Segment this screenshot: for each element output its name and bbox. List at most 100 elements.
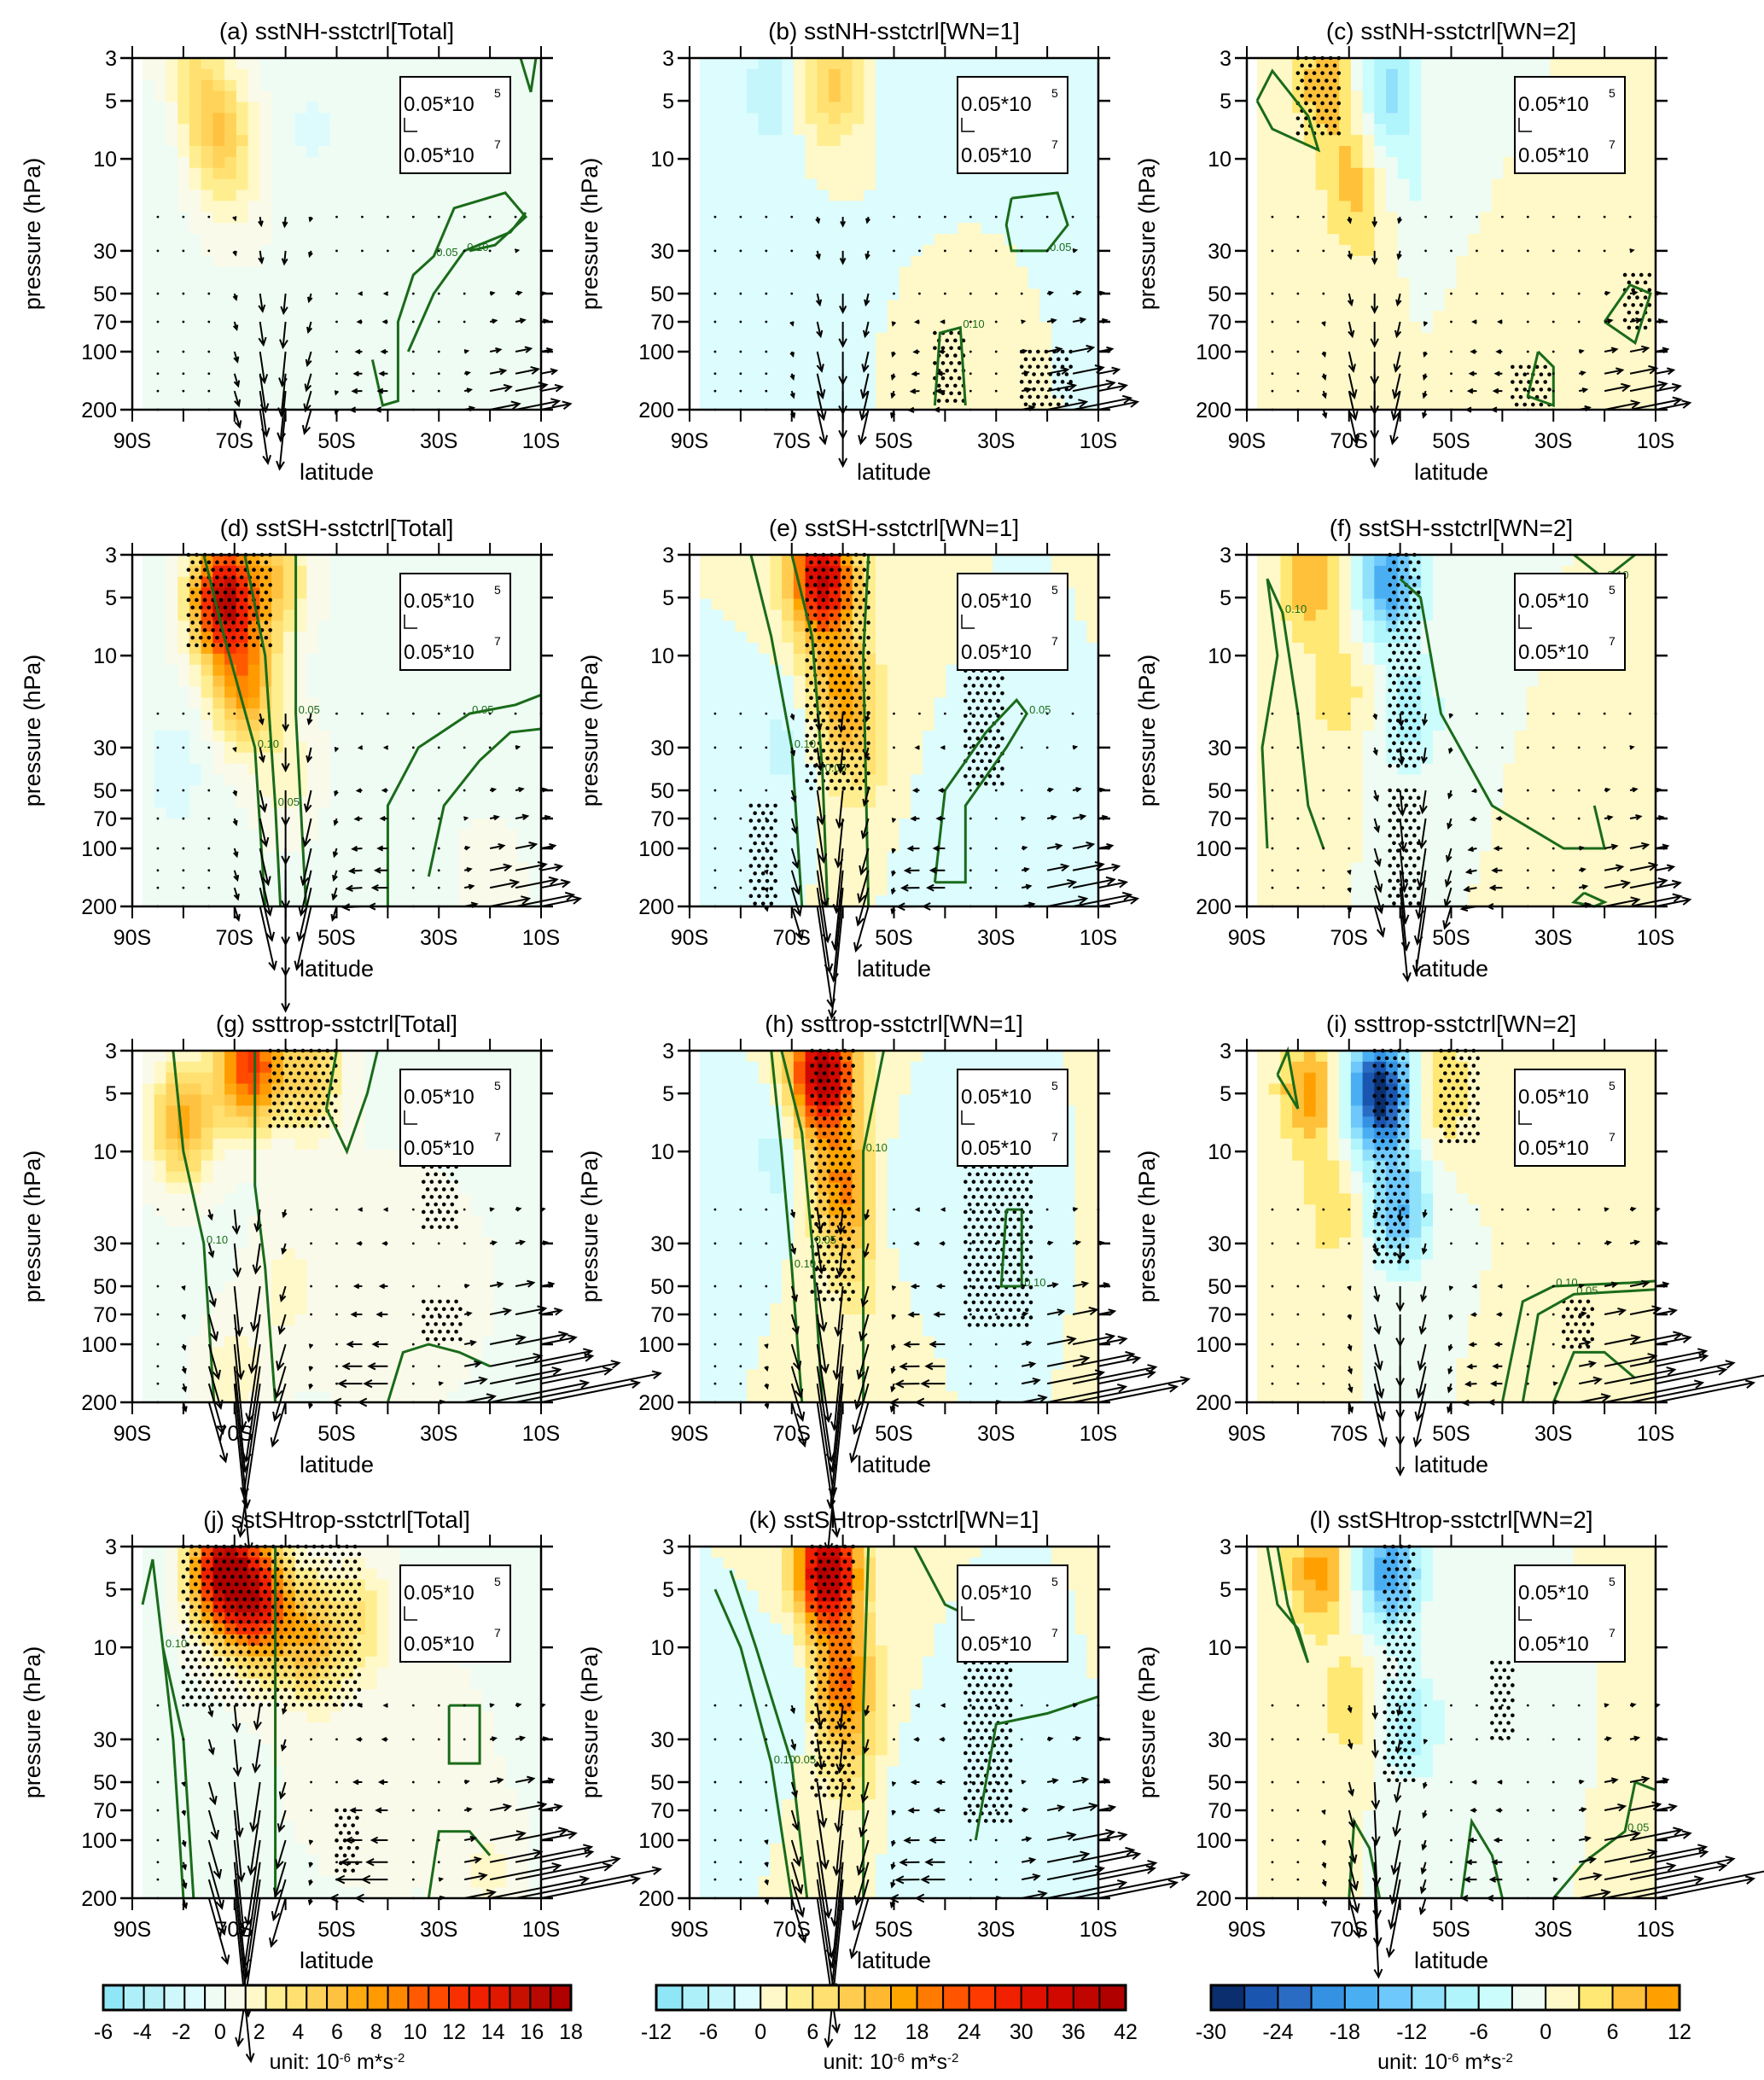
field-cell xyxy=(166,278,178,289)
field-cell xyxy=(759,190,771,201)
field-cell xyxy=(1075,223,1087,234)
field-cell xyxy=(1386,190,1398,201)
field-cell xyxy=(946,146,958,157)
field-cell xyxy=(306,366,318,377)
field-cell xyxy=(1374,267,1386,278)
field-cell xyxy=(353,256,365,267)
field-cell xyxy=(166,566,178,577)
field-cell xyxy=(412,223,424,234)
field-cell xyxy=(143,245,154,256)
field-cell xyxy=(1550,387,1562,399)
field-cell xyxy=(166,599,178,610)
field-cell xyxy=(1468,179,1480,190)
field-cell xyxy=(794,387,806,399)
field-cell xyxy=(993,58,1004,69)
field-cell xyxy=(1339,69,1351,80)
field-cell xyxy=(1004,300,1016,311)
field-cell xyxy=(1410,288,1422,300)
field-cell xyxy=(236,807,248,819)
stipple-dot xyxy=(1336,86,1341,90)
field-cell xyxy=(1597,333,1609,344)
field-cell xyxy=(1456,102,1468,114)
field-cell xyxy=(178,179,189,190)
field-cell xyxy=(1433,387,1445,399)
field-cell xyxy=(1351,135,1363,146)
field-cell xyxy=(817,201,829,212)
field-cell xyxy=(166,311,178,322)
field-cell xyxy=(212,157,224,168)
field-cell xyxy=(306,555,318,566)
ref-top-exponent: 5 xyxy=(494,86,501,100)
field-cell xyxy=(1410,91,1422,102)
field-cell xyxy=(330,665,342,676)
field-cell xyxy=(1644,58,1656,69)
field-cell xyxy=(1351,311,1363,322)
field-cell xyxy=(318,245,330,256)
field-cell xyxy=(700,256,712,267)
field-cell xyxy=(864,190,876,201)
field-cell xyxy=(283,124,295,135)
field-cell xyxy=(1316,376,1328,387)
field-cell xyxy=(1550,300,1562,311)
field-cell xyxy=(295,212,307,223)
field-cell xyxy=(1562,311,1574,322)
field-cell xyxy=(178,278,189,289)
field-cell xyxy=(1468,288,1480,300)
field-cell xyxy=(969,58,981,69)
field-cell xyxy=(1410,223,1422,234)
field-cell xyxy=(143,168,154,179)
field-cell xyxy=(770,376,782,387)
field-cell xyxy=(154,223,166,234)
y-tick-label: 200 xyxy=(81,399,117,422)
flux-arrow-dot xyxy=(1272,249,1274,252)
field-cell xyxy=(1468,376,1480,387)
flux-arrow-dot xyxy=(1424,293,1427,295)
field-cell xyxy=(506,322,518,333)
field-cell xyxy=(946,234,958,245)
field-cell xyxy=(400,190,412,201)
field-cell xyxy=(723,267,735,278)
field-cell xyxy=(1480,355,1492,366)
field-cell xyxy=(1086,157,1098,168)
field-cell xyxy=(759,355,771,366)
field-cell xyxy=(1386,135,1398,146)
field-cell xyxy=(1316,355,1328,366)
field-cell xyxy=(794,201,806,212)
field-cell xyxy=(330,555,342,566)
field-cell xyxy=(1468,234,1480,245)
field-cell xyxy=(923,267,934,278)
field-cell xyxy=(888,201,899,212)
field-cell xyxy=(700,91,712,102)
field-cell xyxy=(248,80,260,91)
field-cell xyxy=(969,223,981,234)
field-cell xyxy=(212,731,224,742)
field-cell xyxy=(1539,278,1551,289)
field-cell xyxy=(330,256,342,267)
field-cell xyxy=(1351,91,1363,102)
field-cell xyxy=(946,245,958,256)
field-cell xyxy=(712,190,724,201)
field-cell xyxy=(178,819,189,830)
field-cell xyxy=(212,807,224,819)
field-cell xyxy=(189,895,201,906)
field-cell xyxy=(747,113,759,124)
field-cell xyxy=(529,322,541,333)
field-cell xyxy=(993,300,1004,311)
field-cell xyxy=(806,344,818,355)
stipple-dot xyxy=(1028,350,1032,354)
field-cell xyxy=(1374,113,1386,124)
field-cell xyxy=(248,852,260,863)
field-cell xyxy=(747,146,759,157)
stipple-dot xyxy=(1644,326,1648,330)
reference-vector-legend: 0.05*10 50.05*10 7 xyxy=(1515,77,1625,173)
field-cell xyxy=(248,697,260,708)
field-cell xyxy=(829,223,841,234)
field-cell xyxy=(224,102,236,114)
field-cell xyxy=(700,387,712,399)
field-cell xyxy=(306,157,318,168)
field-cell xyxy=(201,852,213,863)
field-cell xyxy=(388,278,400,289)
field-cell xyxy=(1363,387,1375,399)
field-cell xyxy=(212,785,224,796)
field-cell xyxy=(841,58,853,69)
